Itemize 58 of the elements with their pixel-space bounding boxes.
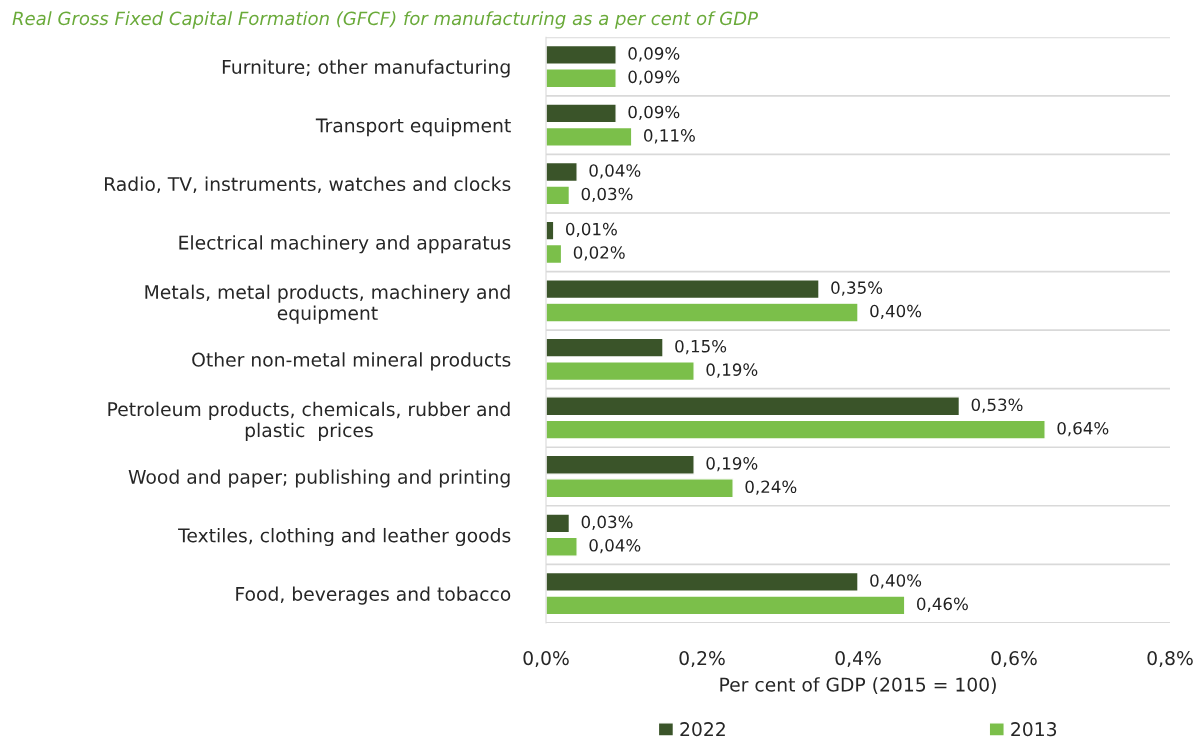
legend-label: 2022 — [680, 722, 725, 737]
x-tick-label: 0,0% — [523, 651, 569, 668]
y-tick-label: Food, beverages and tobacco — [236, 586, 511, 605]
data-label: 0,09% — [628, 105, 680, 120]
y-tick-label: Wood and paper; publishing and printing — [128, 469, 510, 488]
data-label: 0,11% — [644, 129, 695, 144]
data-label: 0,03% — [581, 515, 633, 530]
bar — [546, 536, 578, 557]
y-tick-label: Transport equipment — [315, 118, 511, 137]
bar — [546, 361, 695, 382]
data-label: 0,15% — [675, 339, 727, 355]
data-label: 0,04% — [589, 164, 641, 179]
bar — [546, 44, 617, 65]
legend-label: 2013 — [1011, 722, 1057, 737]
data-label: 0,03% — [581, 187, 633, 202]
bar — [546, 243, 563, 265]
data-label: 0,04% — [589, 539, 641, 554]
bar — [546, 279, 820, 300]
data-label: 0,09% — [628, 47, 680, 62]
y-tick-label: Petroleum products, chemicals, rubber and plastic prices — [108, 401, 510, 441]
bar — [546, 454, 695, 475]
data-label: 0,40% — [870, 574, 922, 589]
y-tick-label: Electrical machinery and apparatus — [179, 235, 511, 254]
text: Real Gross Fixed Capital Formation (GFCF) for manufacturing as a per cent of GDP — [12, 11, 758, 29]
data-label: 0,35% — [831, 281, 883, 296]
x-tick-label: 0,4% — [835, 651, 881, 668]
y-tick-label: Other non-metal mineral products — [192, 352, 511, 371]
y-tick-label: Metals, metal products, machinery and equipment — [145, 284, 510, 324]
data-label: 0,09% — [628, 70, 680, 85]
x-tick-label: 0,6% — [991, 651, 1037, 668]
bar — [546, 419, 1046, 440]
x-tick-label: 0,8% — [1147, 651, 1193, 668]
data-label: 0,40% — [870, 304, 922, 320]
bar — [546, 161, 578, 183]
bar — [546, 185, 571, 206]
data-label: 0,02% — [573, 246, 625, 261]
data-label: 0,46% — [917, 597, 968, 612]
data-label: 0,53% — [971, 398, 1023, 413]
bar — [546, 571, 859, 592]
y-tick-label: Radio, TV, instruments, watches and clocks — [105, 176, 511, 194]
bar — [546, 337, 664, 358]
bar — [546, 302, 859, 323]
data-label: 0,24% — [745, 480, 797, 495]
bar — [546, 513, 571, 534]
bar — [546, 126, 633, 147]
bar — [546, 478, 734, 499]
y-tick-label: Textiles, clothing and leather goods — [178, 527, 511, 547]
data-label: 0,01% — [566, 222, 617, 238]
data-label: 0,19% — [706, 363, 758, 378]
x-axis-title: Per cent of GDP (2015 = 100) — [720, 677, 996, 694]
data-label: 0,19% — [706, 457, 758, 472]
bar — [546, 396, 961, 417]
bar — [546, 68, 617, 89]
bar — [546, 103, 617, 124]
y-tick-label: Furniture; other manufacturing — [222, 59, 510, 78]
bar — [546, 595, 906, 616]
x-tick-label: 0,2% — [679, 651, 725, 668]
data-label: 0,64% — [1057, 421, 1109, 437]
